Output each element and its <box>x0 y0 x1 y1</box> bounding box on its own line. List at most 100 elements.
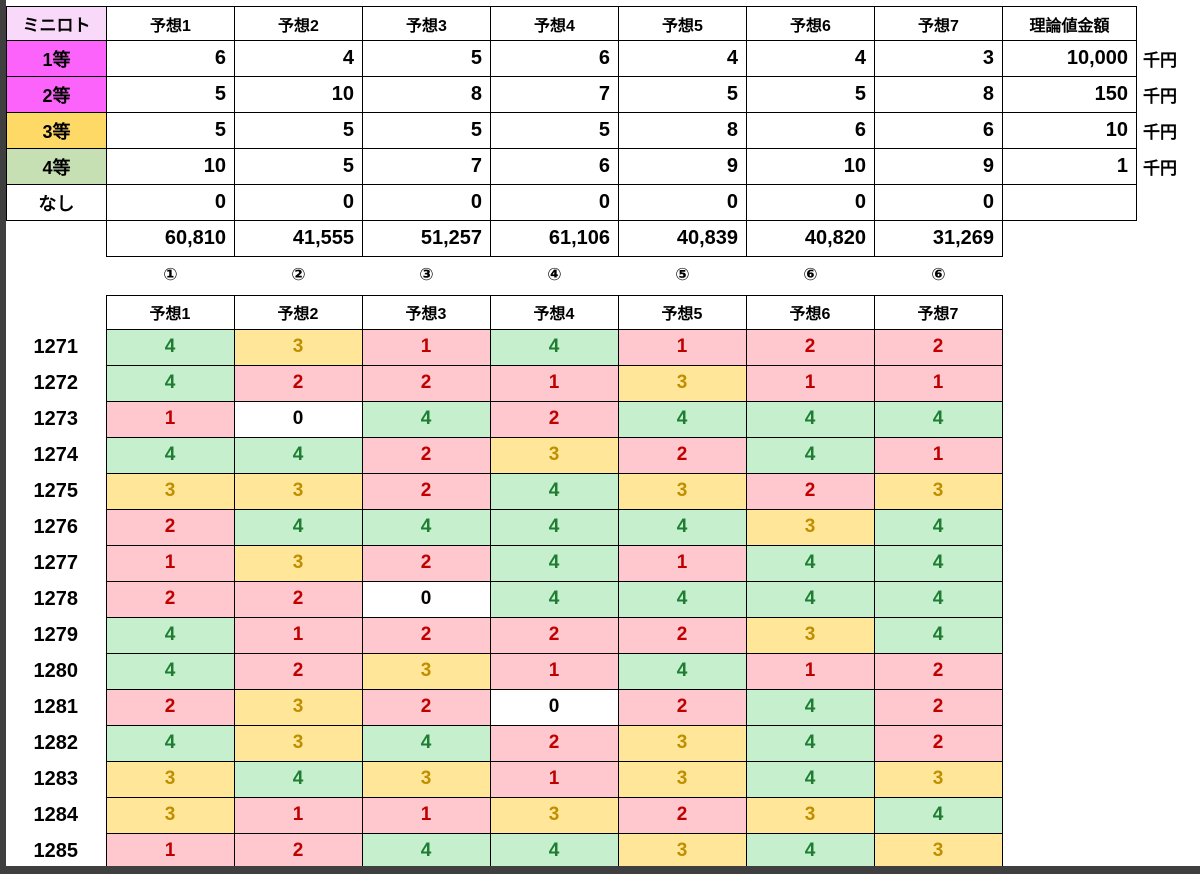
draw-number-cell[interactable]: 1283 <box>33 767 79 790</box>
result-cell[interactable]: 1 <box>489 652 619 690</box>
draw-number-cell[interactable]: 1282 <box>33 731 79 754</box>
result-cell[interactable]: 4 <box>873 796 1003 834</box>
result-cell[interactable]: 3 <box>873 472 1003 510</box>
result-cell[interactable]: 3 <box>105 472 235 510</box>
result-cell[interactable]: 4 <box>745 400 875 438</box>
draw-number-cell[interactable]: 1272 <box>33 371 79 394</box>
result-cell[interactable]: 3 <box>233 328 363 366</box>
result-cell[interactable]: 4 <box>617 508 747 546</box>
result-cell[interactable]: 1 <box>233 616 363 654</box>
hit-count-cell[interactable]: 5 <box>362 112 491 149</box>
result-cell[interactable]: 2 <box>873 328 1003 366</box>
result-cell[interactable]: 1 <box>617 544 747 582</box>
rank-mark-cell[interactable]: ⑥ <box>931 264 946 284</box>
result-cell[interactable]: 3 <box>105 796 235 834</box>
draw-number-cell[interactable]: 1275 <box>33 479 79 502</box>
result-cell[interactable]: 3 <box>873 760 1003 798</box>
draw-number-cell[interactable]: 1279 <box>33 623 79 646</box>
result-cell[interactable]: 1 <box>361 328 491 366</box>
rank-mark-cell[interactable]: ⑤ <box>675 264 690 284</box>
result-cell[interactable]: 1 <box>745 652 875 690</box>
result-cell[interactable]: 4 <box>489 580 619 618</box>
prize-amount-cell[interactable]: 1 <box>1002 148 1137 185</box>
prize-rank-label[interactable]: 4等 <box>6 148 107 185</box>
result-cell[interactable]: 1 <box>105 400 235 438</box>
result-cell[interactable]: 2 <box>233 580 363 618</box>
draw-number-cell[interactable]: 1276 <box>33 515 79 538</box>
result-cell[interactable]: 4 <box>105 616 235 654</box>
result-cell[interactable]: 4 <box>745 580 875 618</box>
hit-count-cell[interactable]: 7 <box>490 76 619 113</box>
result-cell[interactable]: 4 <box>361 400 491 438</box>
draw-number-cell[interactable]: 1274 <box>33 443 79 466</box>
rank-mark-cell[interactable]: ② <box>291 264 306 284</box>
result-cell[interactable]: 2 <box>233 652 363 690</box>
result-cell[interactable]: 3 <box>489 436 619 474</box>
result-cell[interactable]: 3 <box>617 832 747 870</box>
result-cell[interactable]: 1 <box>233 796 363 834</box>
result-cell[interactable]: 2 <box>745 328 875 366</box>
draw-number-cell[interactable]: 1284 <box>33 803 79 826</box>
result-cell[interactable]: 4 <box>873 508 1003 546</box>
result-cell[interactable]: 4 <box>873 400 1003 438</box>
hit-count-cell[interactable]: 0 <box>234 184 363 221</box>
result-cell[interactable]: 2 <box>233 832 363 870</box>
hit-count-cell[interactable]: 9 <box>618 148 747 185</box>
hit-count-cell[interactable]: 0 <box>618 184 747 221</box>
result-cell[interactable]: 3 <box>617 472 747 510</box>
result-cell[interactable]: 2 <box>617 436 747 474</box>
hit-count-cell[interactable]: 5 <box>362 40 491 77</box>
result-cell[interactable]: 1 <box>105 832 235 870</box>
result-cell[interactable]: 0 <box>361 580 491 618</box>
hit-count-cell[interactable]: 6 <box>490 148 619 185</box>
result-cell[interactable]: 2 <box>361 544 491 582</box>
result-cell[interactable]: 3 <box>361 652 491 690</box>
result-cell[interactable]: 0 <box>489 688 619 726</box>
rank-mark-cell[interactable]: ④ <box>547 264 562 284</box>
result-cell[interactable]: 1 <box>617 328 747 366</box>
hit-count-cell[interactable]: 4 <box>234 40 363 77</box>
result-cell[interactable]: 3 <box>873 832 1003 870</box>
hit-count-cell[interactable]: 10 <box>234 76 363 113</box>
result-cell[interactable]: 4 <box>361 508 491 546</box>
result-cell[interactable]: 4 <box>617 580 747 618</box>
result-cell[interactable]: 2 <box>361 688 491 726</box>
total-amount-cell[interactable]: 40,820 <box>746 220 875 257</box>
result-cell[interactable]: 1 <box>745 364 875 402</box>
result-cell[interactable]: 4 <box>105 328 235 366</box>
hit-count-cell[interactable]: 5 <box>490 112 619 149</box>
rank-mark-cell[interactable]: ⑥ <box>803 264 818 284</box>
result-cell[interactable]: 1 <box>489 760 619 798</box>
result-cell[interactable]: 4 <box>745 724 875 762</box>
results-col-header-4[interactable]: 予想4 <box>489 294 619 330</box>
result-cell[interactable]: 4 <box>233 508 363 546</box>
prize-rank-label[interactable]: 3等 <box>6 112 107 149</box>
result-cell[interactable]: 4 <box>105 724 235 762</box>
draw-number-cell[interactable]: 1280 <box>33 659 79 682</box>
hit-count-cell[interactable]: 0 <box>874 184 1003 221</box>
draw-number-cell[interactable]: 1285 <box>33 839 79 862</box>
result-cell[interactable]: 2 <box>105 580 235 618</box>
result-cell[interactable]: 1 <box>105 544 235 582</box>
prize-amount-cell[interactable]: 150 <box>1002 76 1137 113</box>
results-col-header-1[interactable]: 予想1 <box>105 294 235 330</box>
hit-count-cell[interactable]: 6 <box>874 112 1003 149</box>
prize-amount-cell[interactable]: 10,000 <box>1002 40 1137 77</box>
result-cell[interactable]: 1 <box>873 436 1003 474</box>
summary-col-header-5[interactable]: 予想5 <box>618 6 747 41</box>
rank-mark-cell[interactable]: ③ <box>419 264 434 284</box>
result-cell[interactable]: 4 <box>617 652 747 690</box>
result-cell[interactable]: 1 <box>361 796 491 834</box>
hit-count-cell[interactable]: 5 <box>106 112 235 149</box>
result-cell[interactable]: 3 <box>489 796 619 834</box>
hit-count-cell[interactable]: 6 <box>746 112 875 149</box>
hit-count-cell[interactable]: 8 <box>362 76 491 113</box>
theoretical-amount-header[interactable]: 理論値金額 <box>1002 6 1137 41</box>
result-cell[interactable]: 3 <box>233 688 363 726</box>
result-cell[interactable]: 3 <box>617 724 747 762</box>
hit-count-cell[interactable]: 3 <box>874 40 1003 77</box>
result-cell[interactable]: 2 <box>873 688 1003 726</box>
result-cell[interactable]: 4 <box>873 580 1003 618</box>
result-cell[interactable]: 2 <box>105 688 235 726</box>
result-cell[interactable]: 4 <box>233 760 363 798</box>
